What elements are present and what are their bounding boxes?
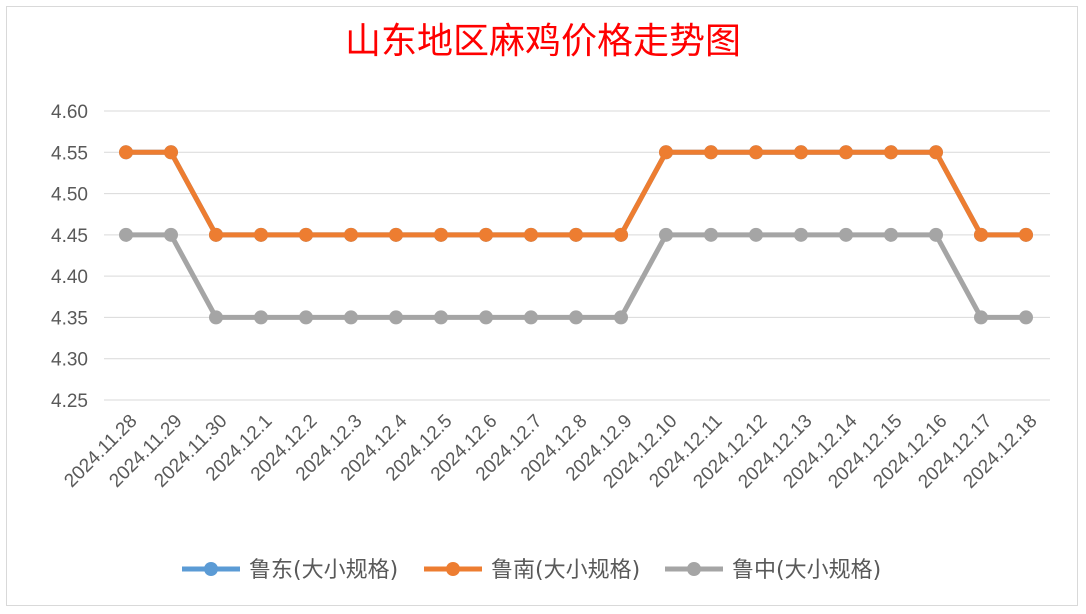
series-point bbox=[479, 310, 493, 325]
series-point bbox=[479, 227, 493, 242]
series-point bbox=[209, 310, 223, 325]
series-point bbox=[299, 227, 313, 242]
series-point bbox=[254, 227, 268, 242]
series-point bbox=[704, 145, 718, 160]
legend-label: 鲁中(大小规格) bbox=[732, 558, 881, 583]
series-point bbox=[119, 227, 133, 242]
y-tick-label: 4.35 bbox=[51, 308, 88, 329]
legend-swatch-marker bbox=[687, 562, 701, 576]
series-point bbox=[569, 227, 583, 242]
chart-title: 山东地区麻鸡价格走势图 bbox=[344, 21, 741, 62]
series-point bbox=[929, 145, 943, 160]
series-point bbox=[434, 227, 448, 242]
series-point bbox=[884, 227, 898, 242]
series-point bbox=[659, 145, 673, 160]
y-tick-label: 4.40 bbox=[51, 267, 88, 288]
series-point bbox=[344, 310, 358, 325]
series-point bbox=[389, 227, 403, 242]
series-point bbox=[659, 227, 673, 242]
series-point bbox=[164, 145, 178, 160]
y-tick-label: 4.60 bbox=[51, 102, 88, 123]
series-point bbox=[209, 227, 223, 242]
series-point bbox=[749, 227, 763, 242]
y-tick-label: 4.25 bbox=[51, 391, 88, 412]
y-tick-label: 4.30 bbox=[51, 350, 88, 371]
series-point bbox=[524, 310, 538, 325]
series-point bbox=[119, 145, 133, 160]
series-point bbox=[299, 310, 313, 325]
series-point bbox=[794, 227, 808, 242]
series-point bbox=[884, 145, 898, 160]
series-point bbox=[254, 310, 268, 325]
legend-swatch-marker bbox=[204, 562, 218, 576]
series-point bbox=[344, 227, 358, 242]
series-point bbox=[614, 227, 628, 242]
series-point bbox=[164, 227, 178, 242]
series-point bbox=[434, 310, 448, 325]
series-point bbox=[614, 310, 628, 325]
series-point bbox=[974, 310, 988, 325]
series-point bbox=[929, 227, 943, 242]
legend-swatch-marker bbox=[446, 562, 460, 576]
series-point bbox=[524, 227, 538, 242]
series-point bbox=[794, 145, 808, 160]
series-point bbox=[569, 310, 583, 325]
series-point bbox=[389, 310, 403, 325]
legend-label: 鲁南(大小规格) bbox=[491, 558, 640, 583]
series-point bbox=[839, 145, 853, 160]
series-point bbox=[1019, 310, 1033, 325]
series-point bbox=[749, 145, 763, 160]
series-point bbox=[974, 227, 988, 242]
chart-frame bbox=[6, 6, 1078, 606]
series-point bbox=[704, 227, 718, 242]
legend-label: 鲁东(大小规格) bbox=[249, 558, 398, 583]
series-point bbox=[1019, 227, 1033, 242]
y-tick-label: 4.45 bbox=[51, 226, 88, 247]
y-tick-label: 4.55 bbox=[51, 143, 88, 164]
y-tick-label: 4.50 bbox=[51, 185, 88, 206]
series-point bbox=[839, 227, 853, 242]
